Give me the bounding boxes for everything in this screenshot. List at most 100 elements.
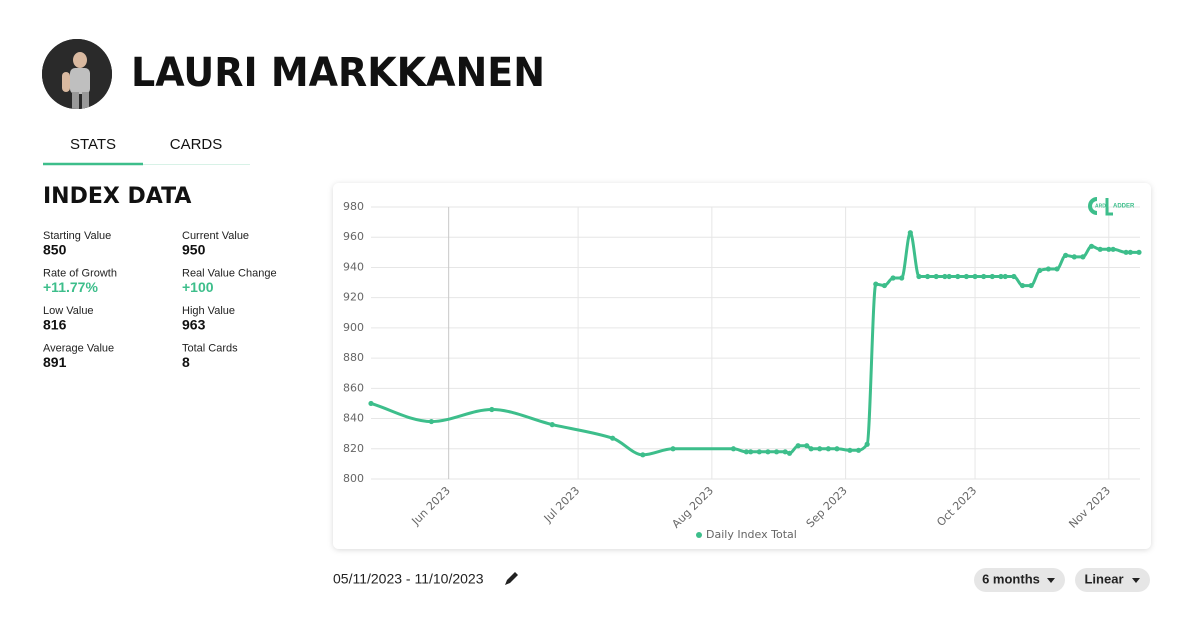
data-point: [1088, 243, 1095, 249]
data-point: [955, 273, 961, 280]
data-point: [1106, 246, 1112, 252]
data-point: [808, 446, 814, 452]
data-point: [873, 281, 879, 287]
stat-label: Low Value: [43, 305, 94, 317]
period-button[interactable]: [974, 568, 1065, 592]
y-tick-label: 820: [343, 442, 364, 455]
data-point: [946, 273, 952, 280]
y-tick-label: 980: [343, 200, 364, 213]
data-point: [817, 446, 823, 452]
legend-label: Daily Index Total: [706, 528, 797, 541]
data-point: [998, 273, 1004, 280]
data-point: [786, 450, 793, 456]
y-tick-label: 840: [343, 412, 364, 425]
stat-label: Total Cards: [182, 342, 238, 354]
stat-value: 816: [43, 317, 67, 333]
data-point: [1080, 254, 1086, 260]
data-point: [782, 449, 788, 455]
y-tick-label: 880: [343, 351, 364, 364]
data-point: [825, 446, 831, 452]
data-point: [933, 273, 939, 280]
data-point: [989, 273, 995, 280]
data-point: [489, 406, 495, 413]
section-title: INDEX DATA: [43, 184, 191, 209]
data-point: [795, 443, 801, 449]
stat-value: +100: [182, 279, 214, 295]
stat-value: +11.77%: [43, 279, 98, 295]
stat-value: 963: [182, 317, 206, 333]
data-point: [1019, 282, 1026, 289]
chart-card: [333, 183, 1151, 549]
stat-value: 950: [182, 242, 206, 258]
data-point: [1054, 266, 1060, 272]
y-tick-label: 800: [343, 472, 364, 485]
data-point: [916, 273, 922, 280]
data-point: [748, 449, 754, 455]
avatar: [42, 39, 112, 109]
scale-label[interactable]: Linear: [1084, 571, 1123, 586]
data-point: [773, 449, 780, 455]
data-point: [1123, 249, 1129, 255]
date-range: 05/11/2023 - 11/10/2023: [333, 571, 484, 587]
data-point: [1136, 249, 1142, 255]
y-tick-label: 920: [343, 291, 364, 304]
data-point: [1037, 267, 1043, 274]
data-point: [899, 275, 905, 281]
data-point: [1063, 252, 1069, 258]
data-point: [428, 418, 435, 425]
dropdown-arrow[interactable]: [1047, 578, 1055, 583]
data-point: [804, 443, 810, 449]
logo: ARD ADDER: [1088, 197, 1135, 216]
data-point: [881, 282, 888, 289]
data-point: [1127, 249, 1133, 255]
data-point: [756, 449, 762, 455]
data-point: [1071, 254, 1077, 260]
legend-marker: [696, 532, 702, 538]
stat-value: 8: [182, 354, 190, 370]
stat-label: Average Value: [43, 342, 114, 354]
stat-label: Starting Value: [43, 230, 111, 242]
stat-value: 850: [43, 242, 67, 258]
data-point: [924, 273, 931, 280]
data-point: [855, 447, 862, 453]
stat-value: 891: [43, 354, 67, 370]
data-point: [1002, 273, 1008, 280]
data-point: [1045, 266, 1051, 272]
data-point: [963, 273, 970, 280]
data-point: [549, 422, 555, 428]
data-point: [368, 400, 374, 407]
y-tick-label: 900: [343, 321, 364, 334]
data-point: [972, 273, 978, 280]
data-point: [730, 446, 737, 452]
y-tick-label: 960: [343, 230, 364, 243]
data-point: [1011, 273, 1017, 280]
data-point: [765, 449, 771, 455]
tab[interactable]: STATS: [70, 136, 116, 153]
data-point: [640, 452, 646, 458]
dropdown-arrow[interactable]: [1132, 578, 1140, 583]
data-point: [1110, 246, 1116, 252]
player-name: LAURI MARKKANEN: [131, 50, 545, 96]
data-point: [890, 275, 896, 281]
data-point: [942, 273, 948, 280]
data-point: [981, 273, 987, 280]
data-point: [864, 441, 870, 447]
data-point: [907, 230, 913, 236]
logo-text: ADDER: [1113, 204, 1135, 210]
tab[interactable]: CARDS: [170, 136, 223, 153]
stat-label: High Value: [182, 305, 235, 317]
stat-label: Current Value: [182, 230, 249, 242]
y-tick-label: 940: [343, 260, 364, 273]
stat-label: Rate of Growth: [43, 267, 117, 279]
scale-button[interactable]: [1075, 568, 1150, 592]
data-point: [1028, 282, 1034, 289]
data-point: [847, 447, 853, 453]
data-point: [743, 449, 749, 455]
edit-icon[interactable]: [505, 572, 518, 585]
data-point: [670, 446, 676, 452]
logo-text: ARD: [1095, 203, 1106, 209]
period-label[interactable]: 6 months: [982, 571, 1040, 586]
y-tick-label: 860: [343, 381, 364, 394]
